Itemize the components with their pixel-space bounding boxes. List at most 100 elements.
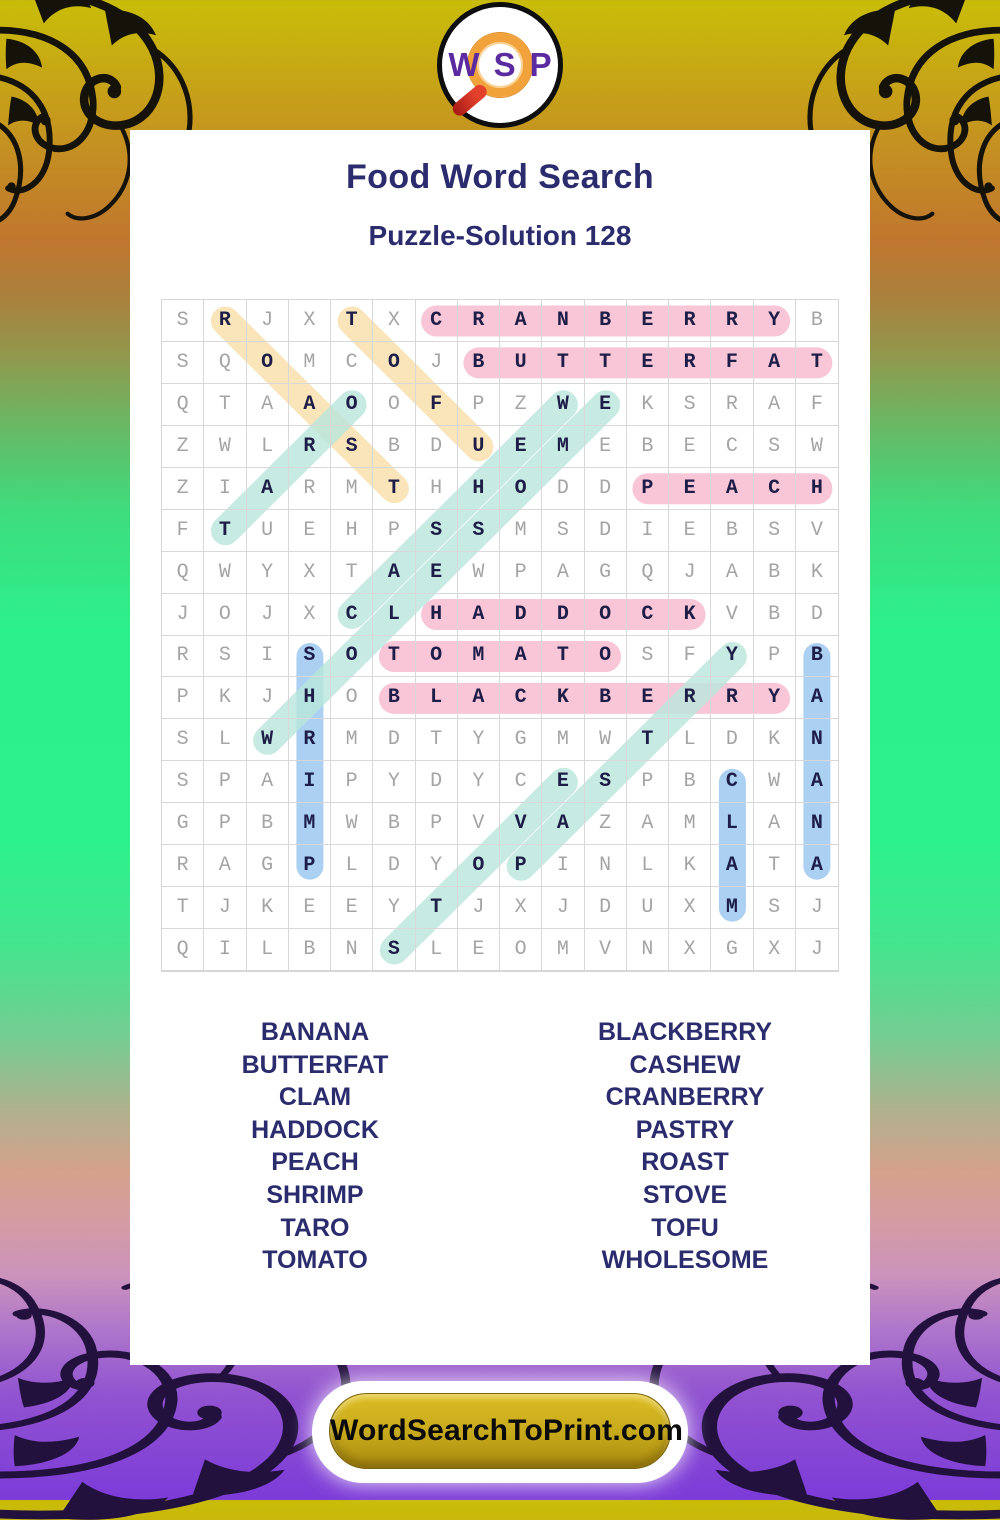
grid-cell-r1c4: X [288, 300, 331, 342]
grid-cell-r2c13: R [669, 341, 712, 384]
grid-cell-r11c16: N [795, 719, 838, 762]
grid-cell-r10c11: B [584, 677, 627, 720]
grid-cell-r7c16: K [795, 552, 838, 594]
grid-cell-r9c3: I [246, 635, 289, 678]
grid-cell-r15c6: Y [373, 887, 416, 930]
grid-cell-r13c8: V [457, 803, 500, 846]
grid-cell-r2c6: O [373, 341, 416, 384]
grid-cell-r8c1: J [162, 593, 205, 636]
grid-cell-r9c7: O [415, 635, 458, 678]
grid-cell-r11c7: T [415, 719, 458, 762]
grid-cell-r7c8: W [457, 551, 500, 594]
grid-cell-r2c7: J [415, 341, 458, 384]
grid-cell-r11c2: L [204, 719, 247, 762]
grid-cell-r5c11: D [584, 467, 627, 510]
grid-cell-r3c1: Q [162, 383, 205, 426]
grid-cell-r14c2: A [204, 845, 247, 888]
grid-cell-r1c12: E [626, 300, 669, 342]
grid-cell-r15c9: X [500, 887, 543, 930]
grid-cell-r15c14: M [711, 887, 754, 930]
grid-cell-r6c7: S [415, 509, 458, 552]
logo-letter-w: W [448, 46, 480, 83]
grid-cell-r5c14: A [711, 467, 754, 510]
grid-cell-r10c7: L [415, 677, 458, 720]
grid-cell-r12c9: C [500, 761, 543, 804]
grid-cell-r12c1: S [162, 761, 205, 804]
grid-cell-r2c2: Q [204, 341, 247, 384]
grid-cell-r14c12: L [626, 845, 669, 888]
grid-cell-r8c5: C [331, 593, 374, 636]
grid-cell-r8c4: X [288, 593, 331, 636]
grid-cell-r5c8: H [457, 467, 500, 510]
grid-cell-r7c12: Q [626, 551, 669, 594]
grid-cell-r13c10: A [542, 803, 585, 846]
word-list-item-stove: STOVE [642, 1180, 728, 1209]
grid-cell-r9c8: M [457, 635, 500, 678]
word-list-item-roast: ROAST [641, 1148, 729, 1177]
grid-cell-r3c10: W [542, 383, 585, 426]
grid-cell-r13c2: P [204, 803, 247, 846]
grid-cell-r11c9: G [500, 719, 543, 762]
page-title: Food Word Search [345, 158, 655, 196]
grid-cell-r8c12: C [626, 593, 669, 636]
grid-cell-r3c2: T [204, 383, 247, 426]
grid-cell-r11c1: S [162, 719, 205, 762]
grid-cell-r7c3: Y [246, 551, 289, 594]
grid-cell-r16c10: M [542, 929, 585, 971]
grid-cell-r14c9: P [500, 845, 543, 888]
grid-cell-r8c8: A [457, 593, 500, 636]
grid-cell-r16c5: N [331, 929, 374, 971]
grid-cell-r4c7: D [415, 425, 458, 468]
grid-cell-r5c15: C [753, 467, 796, 510]
grid-cell-r2c9: U [500, 341, 543, 384]
grid-cell-r3c15: A [753, 383, 796, 426]
grid-cell-r3c6: O [373, 383, 416, 426]
grid-cell-r13c13: M [669, 803, 712, 846]
grid-cell-r9c5: O [331, 635, 374, 678]
grid-cell-r14c6: D [373, 845, 416, 888]
grid-cell-r16c13: X [669, 929, 712, 971]
grid-cell-r16c7: L [415, 929, 458, 971]
word-list-item-banana: BANANA [260, 1018, 370, 1046]
grid-cell-r15c11: D [584, 887, 627, 930]
highlight-stove [379, 767, 578, 965]
grid-cell-r1c14: R [711, 300, 754, 342]
grid-cell-r1c5: T [331, 300, 374, 342]
grid-cell-r10c6: B [373, 677, 416, 720]
grid-cell-r11c3: W [246, 719, 289, 762]
grid-cell-r16c14: G [711, 929, 754, 971]
grid-cell-r9c13: F [669, 635, 712, 678]
grid-cell-r5c10: D [542, 467, 585, 510]
page-subtitle: Puzzle-Solution 128 [368, 220, 632, 251]
grid-cell-r12c14: C [711, 761, 754, 804]
grid-cell-r16c3: L [246, 929, 289, 971]
grid-cell-r4c11: E [584, 425, 627, 468]
grid-cell-r10c3: J [246, 677, 289, 720]
grid-cell-r5c5: M [331, 467, 374, 510]
grid-cell-r4c2: W [204, 425, 247, 468]
grid-cell-r11c10: M [542, 719, 585, 762]
grid-cell-r15c12: U [626, 887, 669, 930]
grid-cell-r15c16: J [795, 887, 838, 930]
word-list-right-column: BLACKBERRY CASHEW CRANBERRY PASTRY ROAST STOV… [500, 1016, 870, 1277]
grid-cell-r14c7: Y [415, 845, 458, 888]
grid-cell-r1c10: N [542, 300, 585, 342]
grid-cell-r13c6: B [373, 803, 416, 846]
grid-cell-r12c11: S [584, 761, 627, 804]
grid-cell-r12c10: E [542, 761, 585, 804]
word-list-item-haddock: HADDOCK [251, 1115, 379, 1144]
grid-cell-r9c4: S [288, 635, 331, 678]
website-link-button[interactable]: WordSearchToPrint.com [329, 1393, 683, 1469]
grid-cell-r14c4: P [288, 845, 331, 888]
grid-cell-r15c15: S [753, 887, 796, 930]
word-list-item-pastry: PASTRY [635, 1115, 735, 1144]
grid-cell-r14c3: G [246, 845, 289, 888]
grid-cell-r12c15: W [753, 761, 796, 804]
grid-cell-r7c9: P [500, 551, 543, 594]
grid-cell-r5c1: Z [162, 467, 205, 510]
grid-cell-r14c5: L [331, 845, 374, 888]
grid-cell-r8c13: K [669, 593, 712, 636]
word-list-item-shrimp: SHRIMP [266, 1180, 364, 1209]
grid-cell-r11c14: D [711, 719, 754, 762]
grid-cell-r2c14: F [711, 341, 754, 384]
